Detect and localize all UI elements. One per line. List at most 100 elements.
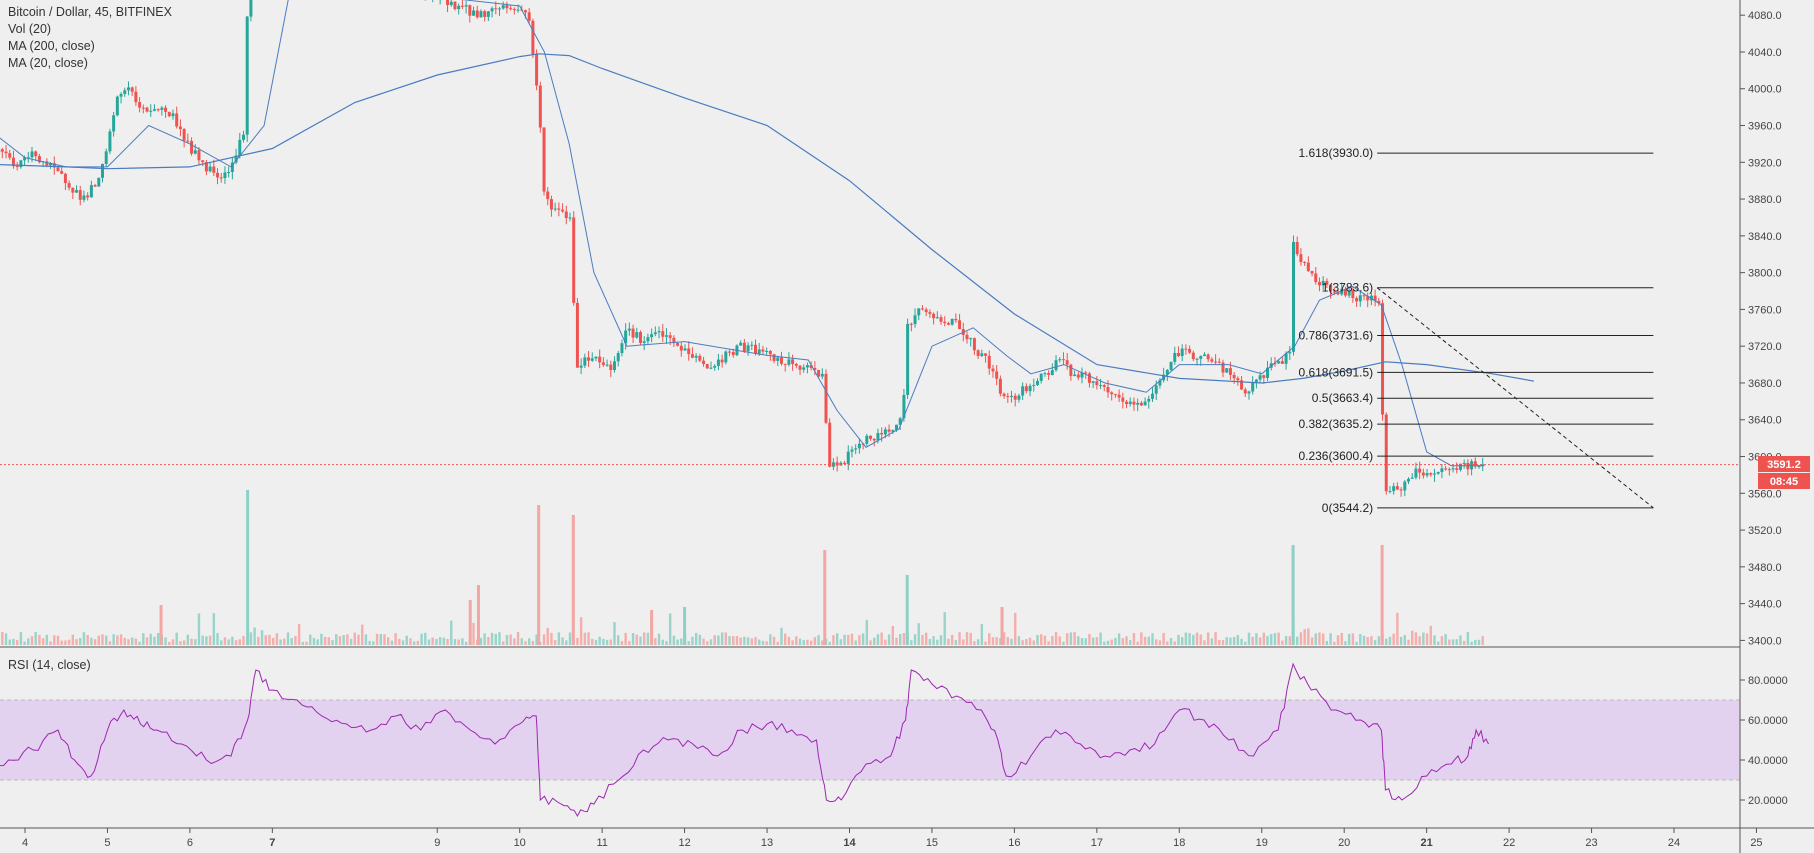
- volume-bar: [1025, 639, 1028, 645]
- candle-body: [995, 371, 999, 379]
- candle-body: [1455, 468, 1459, 470]
- price-tick-label: 3920.0: [1748, 157, 1782, 169]
- candle-body: [460, 5, 464, 7]
- candle-body: [828, 422, 832, 467]
- volume-bar: [1444, 634, 1447, 645]
- volume-bar: [438, 637, 442, 645]
- price-axis[interactable]: 4080.0 4040.0 4000.0 3960.0 3920.0 3880.0 3840…: [1740, 10, 1782, 647]
- volume-bar: [639, 636, 642, 645]
- volume-bar: [1036, 634, 1039, 645]
- candle-body: [15, 166, 19, 168]
- candle-body: [713, 365, 717, 368]
- volume-spike-bar: [571, 515, 575, 645]
- candle-body: [754, 344, 758, 354]
- volume-bar: [1110, 639, 1113, 645]
- volume-bar: [1403, 635, 1407, 645]
- volume-bar: [1155, 639, 1158, 645]
- volume-bar: [123, 637, 126, 645]
- volume-bar: [991, 637, 995, 645]
- volume-bar: [312, 637, 316, 645]
- candle-body: [1340, 288, 1344, 295]
- volume-bar: [620, 641, 624, 645]
- candle-body: [805, 365, 809, 368]
- ma20-indicator-label[interactable]: MA (20, close): [8, 56, 88, 70]
- time-tick-label: 5: [104, 837, 110, 849]
- volume-bar: [446, 638, 449, 645]
- volume-bar: [617, 635, 620, 645]
- candle-body: [138, 102, 142, 108]
- volume-bar: [427, 639, 431, 645]
- volume-bar: [1184, 632, 1188, 645]
- candle-body: [1032, 384, 1036, 386]
- price-tick-label: 4080.0: [1748, 10, 1782, 22]
- volume-bar: [290, 638, 293, 645]
- volume-bar: [487, 637, 490, 645]
- time-tick-label: 24: [1668, 837, 1680, 849]
- candle-body: [1099, 385, 1103, 387]
- candle-body: [82, 195, 86, 200]
- volume-bar: [1466, 632, 1470, 645]
- candle-body: [1351, 290, 1355, 299]
- volume-bar: [338, 636, 342, 645]
- volume-bar: [257, 636, 260, 645]
- candle-body: [698, 355, 702, 361]
- volume-bar: [661, 639, 664, 645]
- candle-body: [787, 359, 791, 365]
- volume-bar: [450, 620, 453, 645]
- time-tick-label: 11: [596, 837, 607, 849]
- candle-body: [1035, 380, 1039, 385]
- candle-body: [575, 302, 579, 368]
- volume-spike-bar: [246, 490, 250, 645]
- volume-bar: [1273, 633, 1277, 645]
- candle-body: [779, 357, 783, 364]
- symbol-title[interactable]: Bitcoin / Dollar, 45, BITFINEX: [8, 5, 172, 19]
- volume-bar: [1017, 636, 1021, 645]
- candle-body: [1006, 396, 1010, 398]
- candle-body: [716, 359, 720, 366]
- volume-bar: [999, 638, 1002, 645]
- candle-body: [30, 151, 34, 158]
- volume-bar: [64, 640, 67, 645]
- volume-bar: [1192, 634, 1195, 645]
- candle-body: [742, 342, 746, 352]
- volume-bar: [431, 637, 434, 645]
- volume-bar: [843, 634, 846, 645]
- volume-bar: [1336, 635, 1340, 645]
- volume-bar: [984, 641, 987, 645]
- candle-body: [167, 111, 171, 117]
- fib-trend-line[interactable]: [1376, 287, 1654, 509]
- volume-bar: [8, 639, 11, 645]
- candle-body: [869, 435, 873, 439]
- volume-bar: [765, 641, 768, 645]
- ma200-indicator-label[interactable]: MA (200, close): [8, 39, 95, 53]
- rsi-axis[interactable]: 80.0000 60.0000 40.0000 20.0000: [1740, 675, 1788, 807]
- volume-bar: [642, 632, 646, 645]
- volume-bar: [550, 632, 553, 645]
- candle-body: [505, 5, 509, 9]
- rsi-indicator-label[interactable]: RSI (14, close): [8, 658, 91, 672]
- volume-bar: [583, 632, 587, 645]
- candle-body: [1421, 472, 1425, 476]
- candle-body: [898, 418, 902, 425]
- candle-body: [1373, 295, 1377, 301]
- volume-bar: [1158, 640, 1162, 645]
- time-axis[interactable]: 4 5 6 7 9 10 11 12 13 14 15 16 17 18 19 20 21 22 23 24 25: [22, 828, 1763, 849]
- volume-bar: [546, 627, 549, 645]
- candle-body: [63, 173, 67, 184]
- fibonacci-layer[interactable]: 1.618(3930.0) 1(3783.6) 0.786(3731.6) 0.618…: [1298, 146, 1654, 515]
- candle-body: [809, 365, 813, 368]
- candle-body: [549, 199, 553, 210]
- vol-indicator-label[interactable]: Vol (20): [8, 22, 52, 36]
- volume-bar: [1132, 632, 1136, 645]
- volume-bar: [56, 635, 60, 645]
- volume-bar: [297, 623, 301, 645]
- candle-body: [650, 334, 654, 338]
- candle-body: [1447, 469, 1451, 471]
- candle-body: [1362, 295, 1366, 297]
- candle-body: [1095, 381, 1099, 386]
- candle-body: [631, 328, 635, 338]
- candle-body: [590, 358, 594, 361]
- candle-body: [1143, 401, 1147, 406]
- candle-body: [579, 365, 583, 368]
